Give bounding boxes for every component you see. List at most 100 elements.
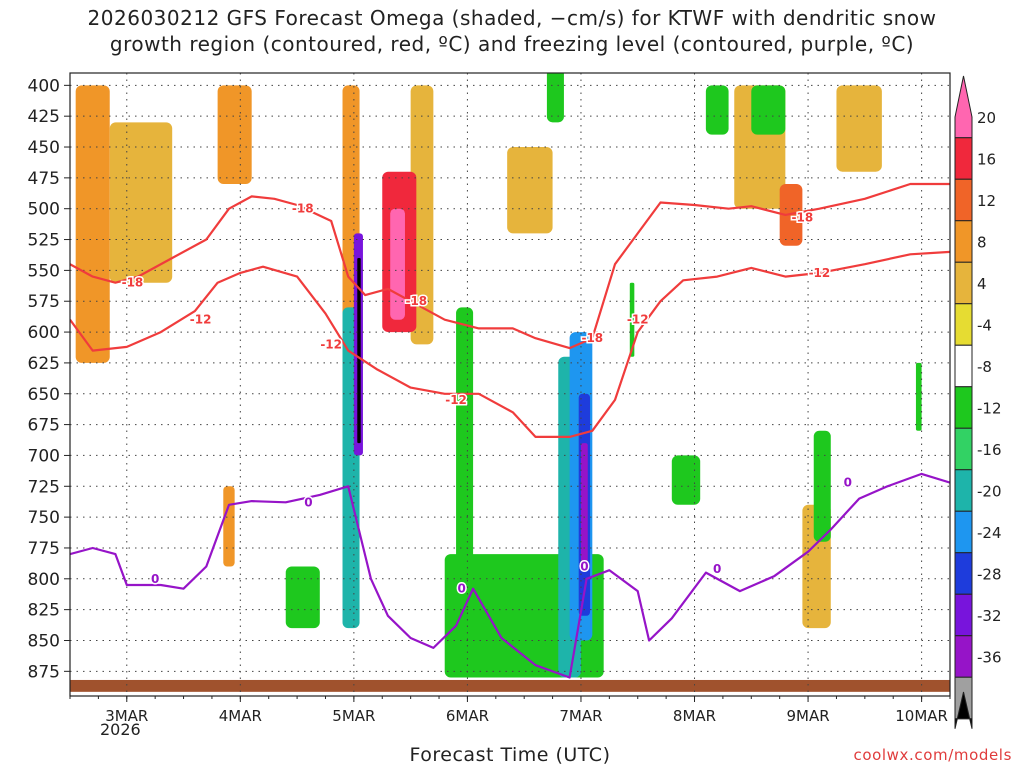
contour-label: -18: [405, 294, 427, 308]
omega-region: [546, 73, 564, 123]
y-tick-label: 600: [28, 323, 60, 343]
y-tick-label: 750: [28, 508, 60, 528]
x-tick-label: 8MAR: [673, 707, 716, 725]
contour-label: -12: [627, 313, 649, 327]
x-tick-label: 10MAR: [895, 707, 948, 725]
y-tick-label: 425: [28, 107, 60, 127]
terrain-strip: [70, 679, 950, 692]
omega-region: [223, 486, 235, 567]
y-tick-label: 400: [28, 76, 60, 96]
colorbar-block: [954, 261, 973, 305]
contour-label: 0: [458, 582, 466, 596]
contour-line-0: [70, 472, 950, 679]
colorbar-label: -24: [977, 524, 1002, 542]
x-tick-label: 6MAR: [446, 707, 489, 725]
y-tick-label: 775: [28, 539, 60, 559]
omega-region: [410, 85, 434, 345]
colorbar-label: -12: [977, 400, 1002, 418]
colorbar-label: -20: [977, 483, 1002, 501]
y-tick-label: 575: [28, 292, 60, 312]
x-tick-label: 4MAR: [219, 707, 262, 725]
omega-region: [705, 85, 729, 135]
omega-region: [390, 208, 405, 320]
colorbar-block: [954, 469, 973, 512]
colorbar-label: 4: [977, 275, 987, 293]
omega-shading: [70, 73, 950, 692]
omega-region: [629, 282, 635, 357]
y-tick-label: 550: [28, 261, 60, 281]
colorbar-block: [954, 220, 973, 263]
y-tick-label: 700: [28, 446, 60, 466]
contour-label: 0: [304, 495, 312, 509]
colorbar-label: 16: [977, 151, 996, 169]
y-tick-label: 525: [28, 231, 60, 251]
colorbar-block: [954, 303, 973, 346]
contour-label: -12: [320, 337, 342, 351]
contour-label: -12: [190, 313, 212, 327]
x-tick-label: 5MAR: [332, 707, 375, 725]
y-axis-ticks: 400 425 450 475 500 525 550 575 600 625 650 675 700 7…: [28, 76, 70, 682]
y-tick-label: 625: [28, 354, 60, 374]
colorbar-block: [954, 427, 973, 471]
omega-region: [75, 85, 110, 363]
y-tick-label: 800: [28, 570, 60, 590]
x-tick-label: 9MAR: [786, 707, 829, 725]
colorbar-label: -4: [977, 317, 992, 335]
contour-label: 0: [580, 559, 588, 573]
contours: -18 -18 -18 -18 -18 -12 -12 -12 -12 -12 0 0 0 0 0 0: [70, 182, 950, 679]
omega-region: [671, 455, 701, 505]
colorbar-block: [954, 593, 973, 637]
colorbar-label: -8: [977, 358, 992, 376]
y-tick-label: 650: [28, 385, 60, 405]
colorbar-block: [954, 75, 973, 139]
chart-title-line-1: 2026030212 GFS Forecast Omega (shaded, −…: [87, 6, 937, 30]
omega-region: [836, 85, 882, 172]
contour-label: 0: [844, 476, 852, 490]
contour-label: -12: [809, 266, 831, 280]
credit-text: coolwx.com/models: [853, 746, 1012, 764]
y-tick-label: 675: [28, 416, 60, 436]
colorbar-block: [954, 178, 973, 222]
x-axis-year-label: 2026: [100, 720, 141, 739]
contour-label: -18: [122, 276, 144, 290]
colorbar-label: -16: [977, 441, 1002, 459]
x-tick-label: 7MAR: [559, 707, 602, 725]
colorbar-block: [954, 344, 973, 388]
x-tick-label: 3MAR: [105, 707, 148, 725]
contour-label: -18: [292, 202, 314, 216]
colorbar-block: [954, 691, 973, 729]
colorbar-block: [954, 552, 973, 595]
y-tick-label: 475: [28, 169, 60, 189]
contour-label: -18: [792, 210, 814, 224]
y-tick-label: 450: [28, 138, 60, 158]
contour-label: 0: [151, 572, 159, 586]
omega-region: [217, 85, 252, 185]
chart-title-line-2: growth region (contoured, red, ºC) and f…: [109, 32, 915, 56]
colorbar-label: 12: [977, 192, 996, 210]
contour-line-minus18: [70, 182, 950, 350]
x-axis-ticks: 3MAR 4MAR 5MAR 6MAR 7MAR 8MAR 9MAR 10MAR: [69, 696, 951, 725]
y-tick-label: 850: [28, 631, 60, 651]
contour-label: -18: [581, 331, 603, 345]
omega-region: [507, 147, 553, 234]
y-tick-label: 875: [28, 662, 60, 682]
omega-region: [109, 122, 173, 283]
omega-region: [915, 362, 922, 431]
colorbar-label: 20: [977, 109, 996, 127]
colorbar-label: 8: [977, 234, 987, 252]
x-axis-title: Forecast Time (UTC): [409, 744, 611, 766]
contour-label: 0: [713, 562, 721, 576]
omega-region: [285, 566, 320, 629]
contour-line-minus12: [70, 250, 950, 438]
colorbar-block: [954, 510, 973, 554]
y-tick-label: 725: [28, 477, 60, 497]
omega-region: [580, 443, 588, 567]
omega-region: [813, 430, 831, 542]
colorbar-label: -32: [977, 607, 1002, 625]
plot-frame: [69, 72, 951, 697]
y-tick-label: 500: [28, 200, 60, 220]
omega-region: [357, 258, 361, 444]
colorbar-block: [954, 635, 973, 678]
y-tick-label: 825: [28, 601, 60, 621]
colorbar-label: -28: [977, 566, 1002, 584]
